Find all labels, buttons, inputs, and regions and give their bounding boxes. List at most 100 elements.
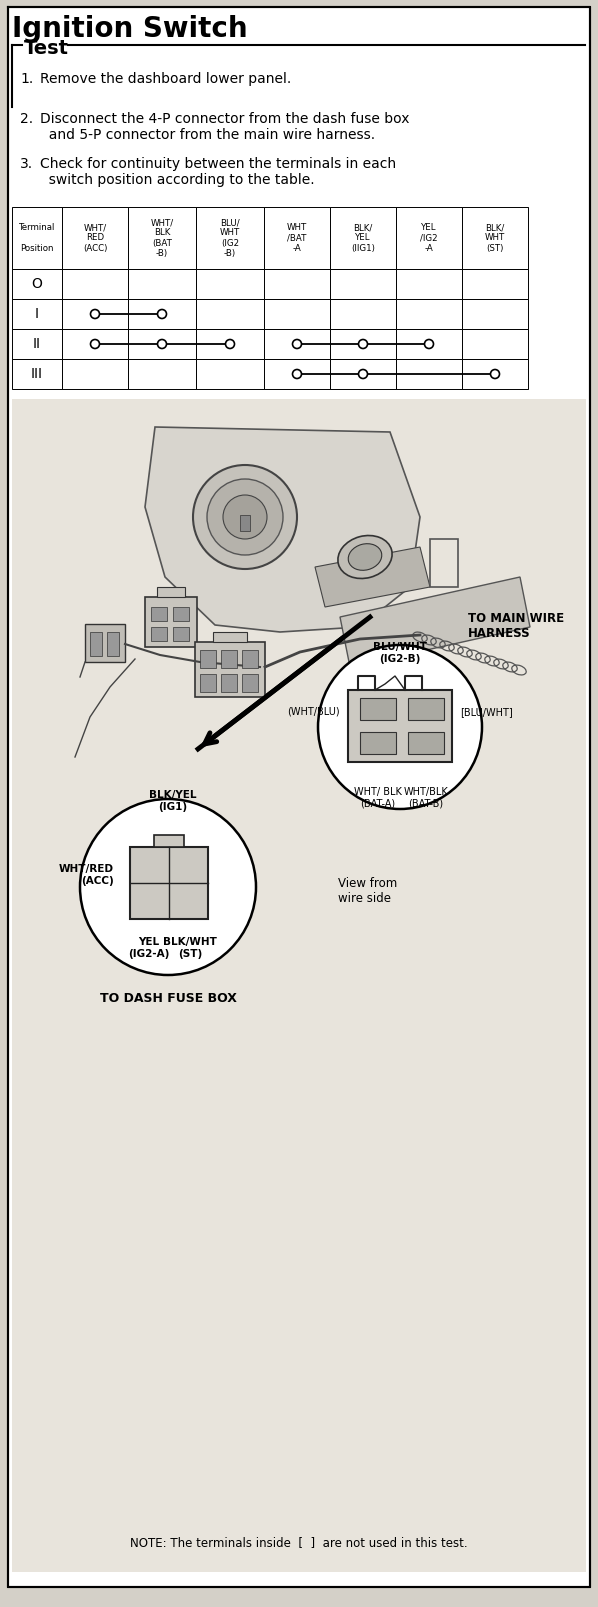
Circle shape [425, 339, 434, 349]
Text: O: O [32, 276, 42, 291]
Bar [128, 299, 196, 329]
Bar [154, 836, 184, 847]
Text: BLK/YEL
(IG1): BLK/YEL (IG1) [150, 791, 197, 812]
Bar [62, 358, 128, 389]
Bar [396, 207, 462, 268]
Bar [12, 207, 62, 268]
Bar [151, 627, 167, 641]
Text: View from
wire side: View from wire side [338, 877, 397, 905]
Ellipse shape [338, 535, 392, 579]
Bar [128, 268, 196, 299]
Bar [128, 358, 196, 389]
Text: BLK/WHT
(ST): BLK/WHT (ST) [163, 937, 217, 959]
Bar [85, 624, 125, 662]
Bar [408, 733, 444, 754]
Bar [195, 643, 265, 697]
Bar [12, 399, 586, 1572]
Bar [348, 689, 452, 762]
Bar [90, 632, 102, 656]
Bar [196, 207, 264, 268]
Bar [196, 329, 264, 358]
Circle shape [318, 644, 482, 808]
Circle shape [90, 310, 99, 318]
Bar [330, 207, 396, 268]
Circle shape [157, 310, 166, 318]
Bar [62, 329, 128, 358]
Bar [330, 268, 396, 299]
Circle shape [193, 464, 297, 569]
Text: NOTE: The terminals inside  [  ]  are not used in this test.: NOTE: The terminals inside [ ] are not u… [130, 1536, 468, 1549]
Circle shape [80, 799, 256, 975]
Bar [330, 299, 396, 329]
Bar [462, 268, 528, 299]
Bar [462, 329, 528, 358]
Text: 1.: 1. [20, 72, 33, 87]
Bar [264, 329, 330, 358]
Bar [430, 538, 458, 587]
Circle shape [90, 339, 99, 349]
Bar [12, 329, 62, 358]
Text: 3.: 3. [20, 157, 33, 170]
Text: III: III [31, 366, 43, 381]
Ellipse shape [348, 543, 382, 570]
Polygon shape [315, 546, 430, 607]
Bar [196, 299, 264, 329]
Text: BLK/
WHT
(ST): BLK/ WHT (ST) [485, 223, 505, 252]
Text: I: I [35, 307, 39, 321]
Bar [242, 649, 258, 669]
Bar [264, 299, 330, 329]
Circle shape [225, 339, 234, 349]
Text: Ignition Switch: Ignition Switch [12, 14, 248, 43]
Bar [242, 673, 258, 693]
Text: BLU/
WHT
(IG2
-B): BLU/ WHT (IG2 -B) [220, 219, 240, 257]
Text: WHT/ BLK
(BAT-A): WHT/ BLK (BAT-A) [354, 787, 402, 808]
Bar [200, 673, 216, 693]
Bar [157, 587, 185, 596]
Bar [221, 649, 237, 669]
Bar [330, 358, 396, 389]
Bar [200, 649, 216, 669]
Bar [396, 268, 462, 299]
Bar [264, 358, 330, 389]
Text: YEL
/IG2
-A: YEL /IG2 -A [420, 223, 438, 252]
Text: Test: Test [24, 39, 69, 58]
Bar [173, 607, 189, 620]
Text: WHT/
RED
(ACC): WHT/ RED (ACC) [83, 223, 107, 252]
Bar [173, 627, 189, 641]
Circle shape [207, 479, 283, 554]
Bar [62, 207, 128, 268]
Bar [408, 697, 444, 720]
Text: BLU/WHT
(IG2-B): BLU/WHT (IG2-B) [373, 643, 427, 664]
Bar [130, 847, 208, 919]
Bar [196, 268, 264, 299]
Text: WHT/RED
(ACC): WHT/RED (ACC) [59, 865, 114, 885]
Text: [BLU/WHT]: [BLU/WHT] [460, 707, 512, 717]
Bar [62, 268, 128, 299]
Bar [462, 358, 528, 389]
Circle shape [292, 370, 301, 379]
Circle shape [223, 495, 267, 538]
Circle shape [490, 370, 499, 379]
Bar [396, 329, 462, 358]
Circle shape [358, 339, 368, 349]
Bar [128, 207, 196, 268]
Bar [396, 358, 462, 389]
Bar [396, 299, 462, 329]
Text: 2.: 2. [20, 112, 33, 125]
Bar [360, 697, 396, 720]
Text: Terminal

Position: Terminal Position [19, 223, 55, 252]
Text: TO DASH FUSE BOX: TO DASH FUSE BOX [99, 992, 236, 1004]
Bar [128, 329, 196, 358]
Text: WHT/BLK
(BAT-B): WHT/BLK (BAT-B) [404, 787, 448, 808]
Bar [12, 299, 62, 329]
Polygon shape [340, 577, 530, 667]
Text: Disconnect the 4-P connector from the dash fuse box
  and 5-P connector from the: Disconnect the 4-P connector from the da… [40, 112, 410, 141]
Text: WHT
/BAT
-A: WHT /BAT -A [287, 223, 307, 252]
Bar [107, 632, 119, 656]
Bar [12, 268, 62, 299]
Bar [12, 358, 62, 389]
Text: WHT/
BLK
(BAT
-B): WHT/ BLK (BAT -B) [151, 219, 173, 257]
Text: Remove the dashboard lower panel.: Remove the dashboard lower panel. [40, 72, 291, 87]
Bar [213, 632, 247, 643]
Bar [196, 358, 264, 389]
